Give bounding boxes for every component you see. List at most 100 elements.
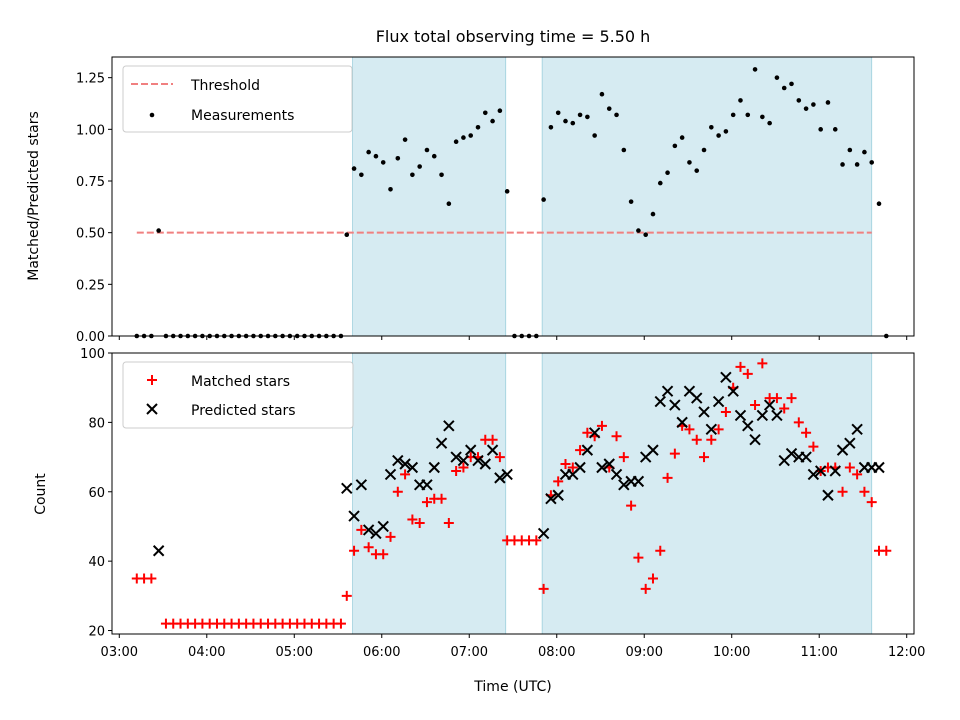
predicted-star-point [537, 527, 550, 540]
measurement-point [302, 333, 307, 339]
bottom-xtick-label: 08:00 [538, 645, 575, 660]
measurement-point [156, 228, 161, 233]
bottom-xtick-label: 05:00 [276, 645, 313, 660]
bottom-xtick-label: 07:00 [451, 645, 488, 660]
predicted-star-point [698, 406, 710, 418]
predicted-star-point [814, 465, 827, 477]
matched-star-point [392, 486, 403, 497]
matched-star-point [582, 427, 593, 438]
bottom-ytick-label: 80 [88, 416, 105, 431]
measurement-point [555, 110, 561, 116]
bottom-xlabel: Time (UTC) [473, 679, 551, 695]
measurement-point [163, 333, 169, 339]
predicted-star-point [435, 437, 448, 449]
matched-star-point [494, 452, 505, 463]
measurement-point [366, 149, 371, 155]
matched-star-point [553, 476, 564, 487]
top-legend: Threshold Measurements [122, 65, 353, 133]
measurement-point [585, 114, 590, 120]
bottom-xtick-label: 04:00 [188, 645, 225, 660]
measurement-point [614, 112, 619, 118]
legend-matched-swatch [147, 375, 157, 385]
top-panel: 0.00 0.25 0.50 0.75 1.00 1.25 Matched/Predict… [26, 56, 915, 345]
bottom-ytick-label: 60 [88, 486, 105, 501]
bottom-xtick-label: 03:00 [101, 645, 138, 660]
predicted-star-point [771, 409, 783, 422]
predicted-star-point [421, 479, 433, 491]
measurement-point [446, 201, 452, 207]
measurement-point [497, 108, 503, 114]
measurement-point [453, 139, 459, 145]
bottom-legend-box [122, 361, 354, 429]
measurement-point [229, 333, 234, 339]
predicted-star-point [727, 385, 739, 397]
matched-star-point [720, 406, 731, 417]
measurement-point [207, 333, 212, 339]
measurement-point [577, 112, 583, 118]
predicted-star-point [800, 451, 812, 463]
predicted-star-point [355, 479, 368, 491]
measurement-point [251, 333, 256, 339]
predicted-star-point [844, 437, 856, 449]
predicted-star-point [443, 420, 455, 432]
measurement-point [512, 333, 517, 339]
measurement-point [482, 110, 488, 116]
matched-star-point [611, 431, 622, 442]
matched-star-point [735, 361, 746, 372]
measurement-point [694, 168, 700, 173]
measurement-point [236, 333, 242, 339]
measurement-point [431, 153, 437, 159]
measurement-point [862, 149, 867, 155]
matched-star-point [757, 358, 768, 369]
chart-title: Flux total observing time = 5.50 h [376, 27, 651, 46]
measurement-point [402, 137, 408, 142]
top-ytick-label: 1.00 [76, 123, 105, 138]
predicted-star-point [712, 395, 725, 408]
predicted-star-point [618, 479, 630, 491]
measurement-point [395, 155, 401, 161]
measurement-point [351, 166, 357, 171]
top-ytick-label: 0.75 [76, 175, 105, 190]
matched-star-point [852, 469, 863, 480]
top-shaded-spans [352, 56, 873, 337]
measurement-point [359, 172, 364, 178]
matched-star-point [538, 583, 549, 594]
measurement-point [767, 120, 772, 126]
measurement-point [687, 160, 692, 165]
measurement-point [679, 135, 685, 140]
bottom-ylabel: Count [33, 473, 49, 515]
predicted-star-point [749, 434, 761, 446]
top-shaded-span [352, 56, 507, 337]
predicted-star-point [362, 524, 375, 536]
measurement-point [504, 189, 510, 194]
matched-star-point [771, 393, 782, 404]
predicted-star-point [341, 482, 353, 495]
measurement-point [141, 333, 147, 339]
measurement-point [781, 85, 787, 91]
top-marks [134, 67, 889, 339]
legend-measurements-label: Measurements [191, 108, 294, 124]
measurement-point [592, 133, 597, 138]
measurement-point [324, 333, 329, 339]
measurement-point [606, 106, 612, 111]
predicted-star-point [494, 472, 506, 484]
predicted-star-point [669, 399, 681, 411]
top-legend-box [122, 65, 353, 133]
legend-predicted-label: Predicted stars [191, 403, 296, 419]
predicted-star-point [588, 427, 601, 439]
legend-matched-label: Matched stars [191, 374, 290, 390]
matched-star-point [808, 441, 819, 452]
predicted-star-point [552, 489, 564, 501]
predicted-star-point [479, 458, 492, 470]
predicted-star-point [851, 423, 863, 436]
matched-star-point [793, 417, 804, 428]
measurement-point [825, 100, 831, 105]
matched-star-point [837, 486, 848, 497]
predicted-star-point [661, 385, 674, 397]
predicted-star-point [822, 489, 834, 501]
predicted-star-point [734, 409, 747, 422]
predicted-star-point [152, 545, 165, 557]
matched-star-point [742, 368, 753, 379]
matched-star-point [647, 573, 658, 584]
measurement-point [192, 333, 198, 339]
